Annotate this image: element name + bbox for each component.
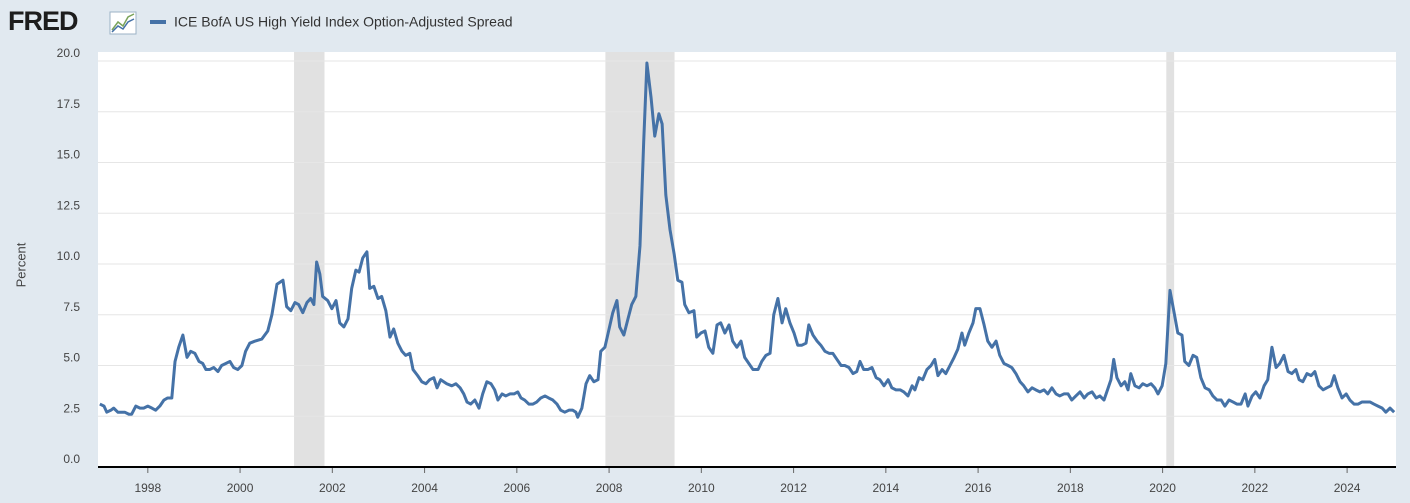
recession-band	[1166, 52, 1175, 467]
y-tick-label: 17.5	[57, 97, 81, 111]
y-tick-label: 5.0	[63, 351, 80, 365]
x-tick-label: 2014	[872, 481, 899, 495]
recession-band	[294, 52, 325, 467]
x-tick-label: 2008	[596, 481, 623, 495]
x-tick-label: 2024	[1334, 481, 1361, 495]
x-tick-label: 2016	[965, 481, 992, 495]
x-tick-label: 2012	[780, 481, 807, 495]
legend-label: ICE BofA US High Yield Index Option-Adju…	[174, 14, 513, 30]
x-tick-label: 2022	[1242, 481, 1269, 495]
y-tick-label: 2.5	[63, 401, 80, 415]
logo[interactable]: FRED	[8, 6, 137, 36]
legend: ICE BofA US High Yield Index Option-Adju…	[150, 14, 513, 30]
logo-icon-line	[111, 18, 135, 33]
y-tick-label: 7.5	[63, 300, 80, 314]
logo-icon-line	[111, 13, 135, 31]
y-tick-label: 15.0	[57, 148, 81, 162]
x-tick-label: 2002	[319, 481, 346, 495]
y-axis-title: Percent	[13, 242, 28, 287]
y-tick-label: 20.0	[57, 46, 81, 60]
x-tick-label: 2018	[1057, 481, 1084, 495]
logo-text[interactable]: FRED	[8, 6, 79, 36]
series-line	[99, 61, 1396, 419]
x-tick-label: 2010	[688, 481, 715, 495]
x-tick-label: 2020	[1149, 481, 1176, 495]
y-tick-label: 10.0	[57, 249, 81, 263]
y-tick-label: 12.5	[57, 198, 81, 212]
x-tick-label: 2006	[503, 481, 530, 495]
x-tick-label: 2004	[411, 481, 438, 495]
x-tick-label: 2000	[227, 481, 254, 495]
plot-area	[98, 52, 1396, 467]
y-tick-label: 0.0	[63, 452, 80, 466]
x-tick-label: 1998	[134, 481, 161, 495]
